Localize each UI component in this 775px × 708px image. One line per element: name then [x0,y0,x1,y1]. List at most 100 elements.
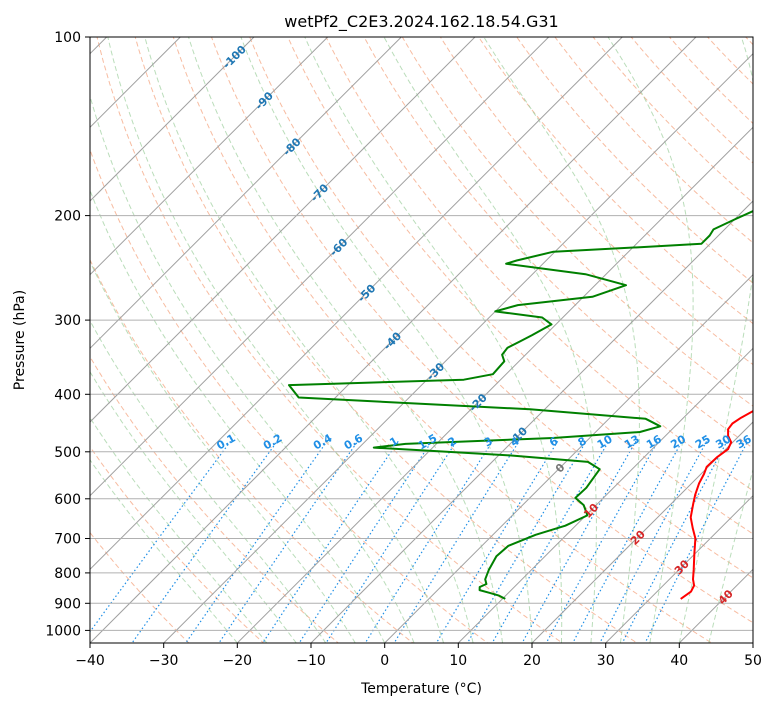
dry-adiabat [706,37,753,85]
mixing-ratio-label: 0.6 [342,431,366,452]
plot-frame [89,36,754,644]
x-tick-label: 30 [597,653,615,669]
moist-adiabat [304,37,563,643]
mixing-ratio-label: 1 [387,434,400,449]
dry-adiabat [401,37,753,407]
x-tick-label: 0 [380,653,389,669]
profile-series [288,210,753,600]
moist-adiabat [90,260,356,643]
mixing-ratio-line [545,440,659,643]
moist-adiabat [188,37,503,643]
dry-adiabat [287,37,753,535]
mixing-ratio-line [644,441,749,643]
isotherm-line [457,347,753,643]
mixing-ratio-line [621,441,728,643]
mixing-ratio-line [364,440,494,643]
moist-adiabat [678,37,753,643]
isotherm-line [90,37,402,350]
mixing-ratio-label: 25 [693,433,713,452]
x-tick-label: −10 [296,653,326,669]
x-axis-ticks: −40 −30 −20 −10 0 10 20 30 40 50 [75,643,762,669]
mixing-ratio-line [572,441,683,643]
moist-adiabat [483,37,640,643]
mixing-ratio-label: 36 [734,432,754,451]
y-tick-label: 100 [54,30,81,46]
y-tick-label: 200 [54,209,81,225]
y-tick-label: 600 [54,492,81,508]
x-tick-label: −20 [223,653,253,669]
mixing-ratio-line [521,441,637,643]
temperature-line [680,410,753,600]
mixing-ratio-line [491,440,610,643]
y-tick-label: 500 [54,445,81,461]
isotherm-line [90,37,550,497]
isotherm-line [163,52,753,643]
moist-adiabat [383,37,597,643]
x-tick-label: −30 [149,653,179,669]
mixing-ratio-line [435,440,559,643]
isotherm-line [90,37,329,276]
isotherm-line [531,421,753,643]
dry-adiabat [771,24,775,655]
moist-adiabat [107,37,445,643]
dry-adiabat [745,37,753,46]
moist-adiabat [90,189,386,643]
y-tick-label: 800 [54,566,81,582]
mixing-ratio-line [599,441,708,643]
moist-adiabats [90,37,753,643]
mixing-ratio-label: 6 [547,434,560,449]
isotherm-line [384,273,753,643]
x-tick-label: 20 [523,653,541,669]
x-tick-label: 10 [449,653,467,669]
dry-adiabat [134,37,638,643]
moist-adiabat [90,370,297,643]
x-tick-label: 50 [744,653,762,669]
mixing-ratio-label: 0.4 [311,431,335,452]
mixing-ratio-labels: 0.1 0.2 0.4 0.6 1 1.5 2 3 4 6 8 10 13 16 20 25 30 36 [214,431,754,452]
mixing-ratio-line [131,440,278,643]
dry-adiabat [554,37,753,244]
mixing-ratio-line [466,440,587,643]
isotherm-line [90,37,623,571]
dry-adiabat [249,37,753,579]
isotherm-line [605,494,753,643]
mixing-ratio-label: 30 [713,432,733,451]
pressure-gridlines [90,37,753,631]
x-tick-label: −40 [75,653,105,669]
dry-adiabat [96,37,564,643]
chart-title: wetPf2_C2E3.2024.162.18.54.G31 [284,12,558,32]
mixing-ratio-label: 20 [668,432,688,451]
y-tick-label: 900 [54,596,81,612]
moist-adiabat [90,458,238,643]
x-tick-label: 40 [670,653,688,669]
mixing-ratio-line [262,440,399,643]
dry-adiabat [90,445,265,643]
moist-adiabat [708,467,753,643]
isotherm-line [90,37,255,202]
y-tick-label: 400 [54,387,81,403]
isotherm-line [90,37,697,643]
mixing-ratio-label: 3 [482,434,495,449]
dry-adiabat [210,37,753,624]
mixing-ratio-line [298,440,433,643]
y-tick-label: 700 [54,532,81,548]
isotherm-line [752,642,753,643]
mixing-ratio-line [90,440,232,633]
moist-adiabat [607,37,694,643]
mixing-ratio-label: 16 [644,432,664,451]
dry-adiabat [90,258,414,643]
isotherms [90,37,753,643]
dry-adiabat [516,37,753,284]
dry-adiabat [90,148,489,643]
mixing-ratio-label: 8 [576,434,589,449]
y-axis-ticks: 100 200 300 400 500 600 700 800 900 1000 [45,30,90,639]
isotherm-line [236,126,753,643]
dry-adiabat [172,37,713,643]
plot-area: -100-90-80-70-60-50-40-30-20-10010203040… [90,24,775,655]
moist-adiabat [90,94,415,643]
isotherm-line [310,200,753,643]
moist-adiabat [144,37,474,643]
isotherm-label: -80 [280,135,303,158]
mixing-ratio-label: 0.2 [261,431,284,452]
